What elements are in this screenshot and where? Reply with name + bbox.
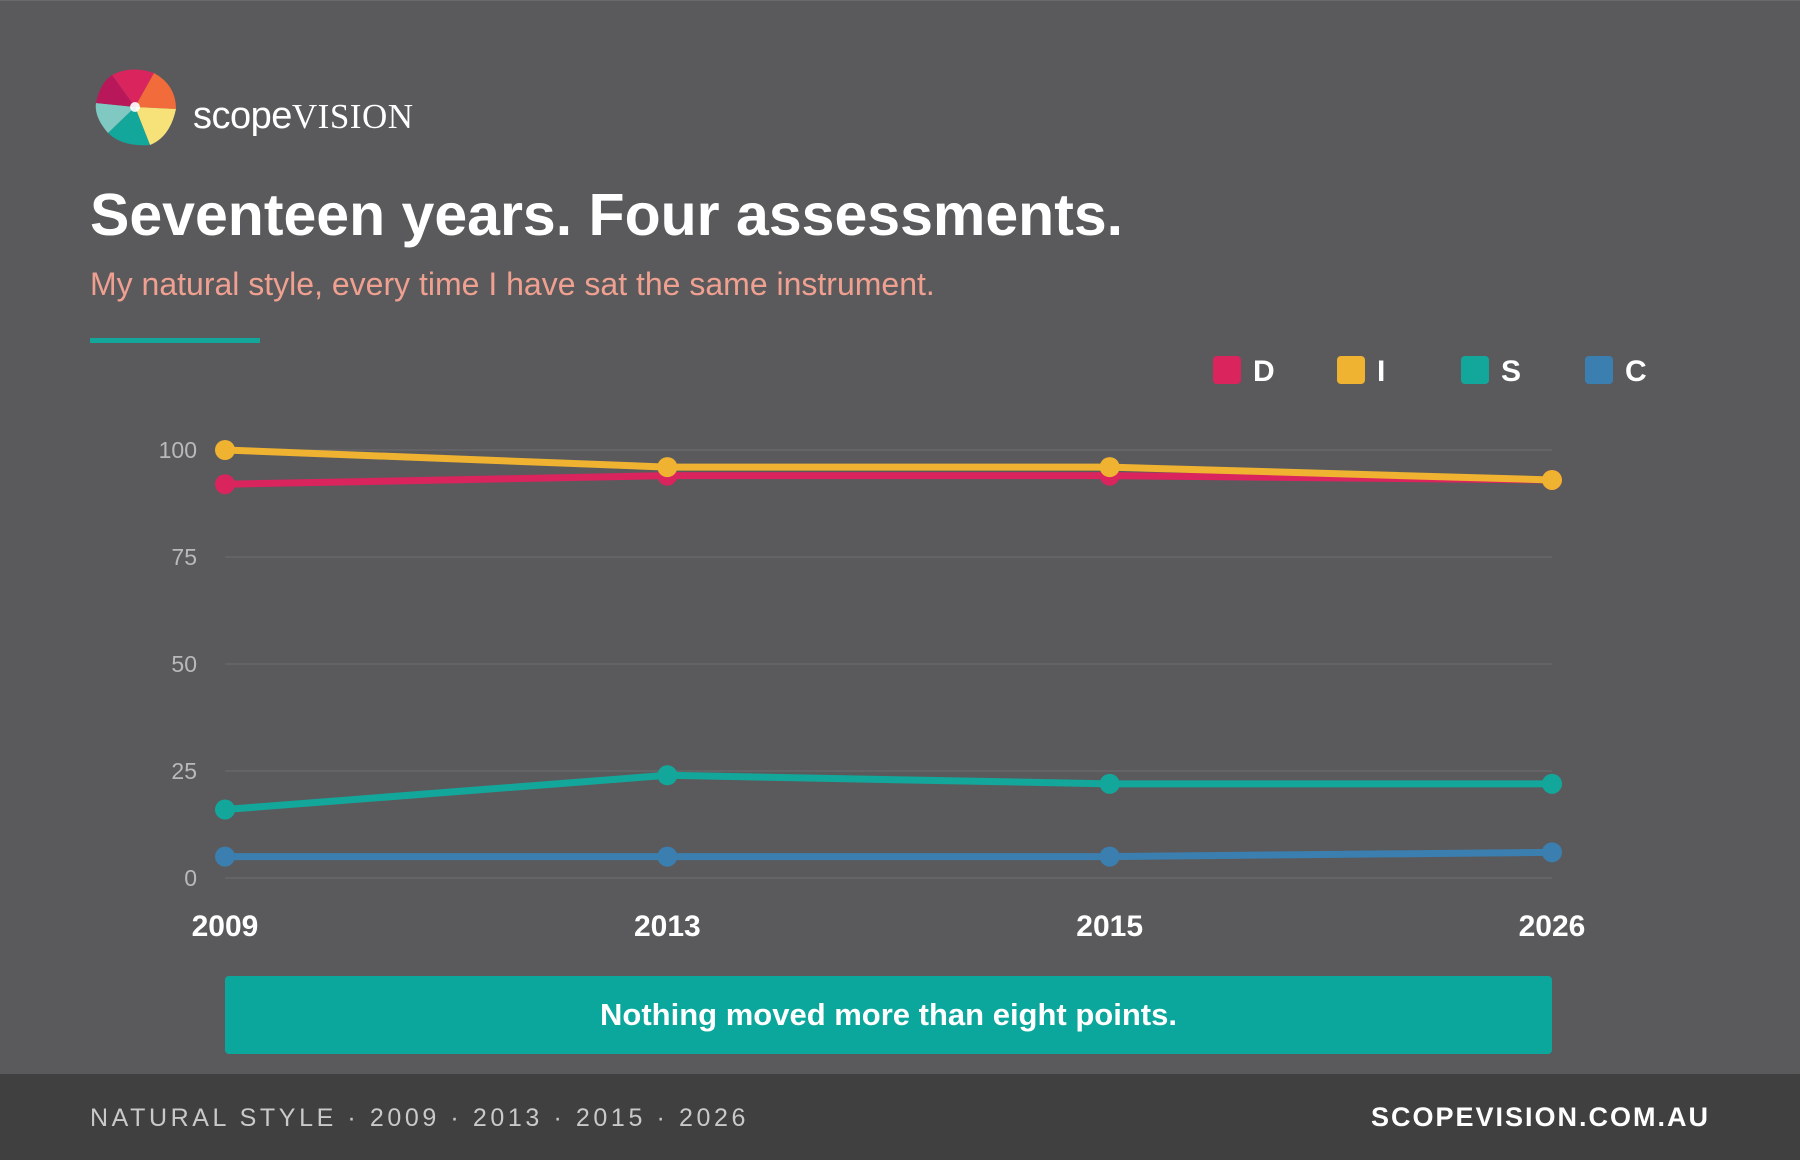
data-point-I [215,440,235,460]
page-subtitle: My natural style, every time I have sat … [90,266,935,302]
brand-name-vision: VISION [291,97,414,136]
brand-name-scope: scope [193,95,292,137]
x-tick-label: 2013 [634,910,701,943]
legend-label-I: I [1377,355,1385,388]
legend-label-D: D [1253,355,1275,388]
data-point-I [657,457,678,478]
legend-swatch-C [1585,356,1613,384]
data-point-S [215,799,235,820]
series-S [215,765,1562,820]
footer-caption: NATURAL STYLE · 2009 · 2013 · 2015 · 202… [90,1104,749,1132]
data-point-I [1542,469,1562,490]
data-point-C [657,846,678,867]
footer: NATURAL STYLE · 2009 · 2013 · 2015 · 202… [0,1074,1800,1160]
x-tick-label: 2015 [1076,910,1143,943]
data-point-D [215,474,235,495]
disc-line-chart: 0 25 50 75 100 2009 2013 2015 2026 D I S C [159,355,1647,943]
legend-label-C: C [1625,355,1647,388]
data-point-I [1099,457,1120,478]
data-point-S [1542,773,1562,794]
x-tick-label: 2026 [1519,910,1586,943]
series-line-S [221,771,1556,814]
legend-swatch-D [1213,356,1241,384]
series-I [215,440,1562,490]
accent-divider [90,338,260,343]
data-point-S [1099,773,1120,794]
legend-label-S: S [1501,355,1521,388]
legend-swatch-I [1337,356,1365,384]
brand-wordmark: scopeVISION [193,95,414,138]
series-line-C [221,848,1556,861]
y-tick-label: 0 [184,865,197,891]
series-line-I [221,446,1556,484]
y-tick-label: 25 [171,758,197,784]
series-C [215,842,1562,867]
y-tick-label: 100 [159,437,197,463]
y-tick-label: 50 [171,651,197,677]
footer-website-link[interactable]: SCOPEVISION.COM.AU [1370,1102,1710,1132]
data-point-C [1099,846,1120,867]
page-title: Seventeen years. Four assessments. [90,182,1124,248]
data-point-S [657,765,678,786]
callout-banner: Nothing moved more than eight points. [225,976,1552,1054]
series-line-D [221,472,1556,488]
x-tick-label: 2009 [192,910,259,943]
legend-swatch-S [1461,356,1489,384]
y-tick-label: 75 [171,544,197,570]
data-point-C [215,846,235,867]
data-point-C [1542,842,1562,863]
scopevision-logo-icon [95,69,176,146]
